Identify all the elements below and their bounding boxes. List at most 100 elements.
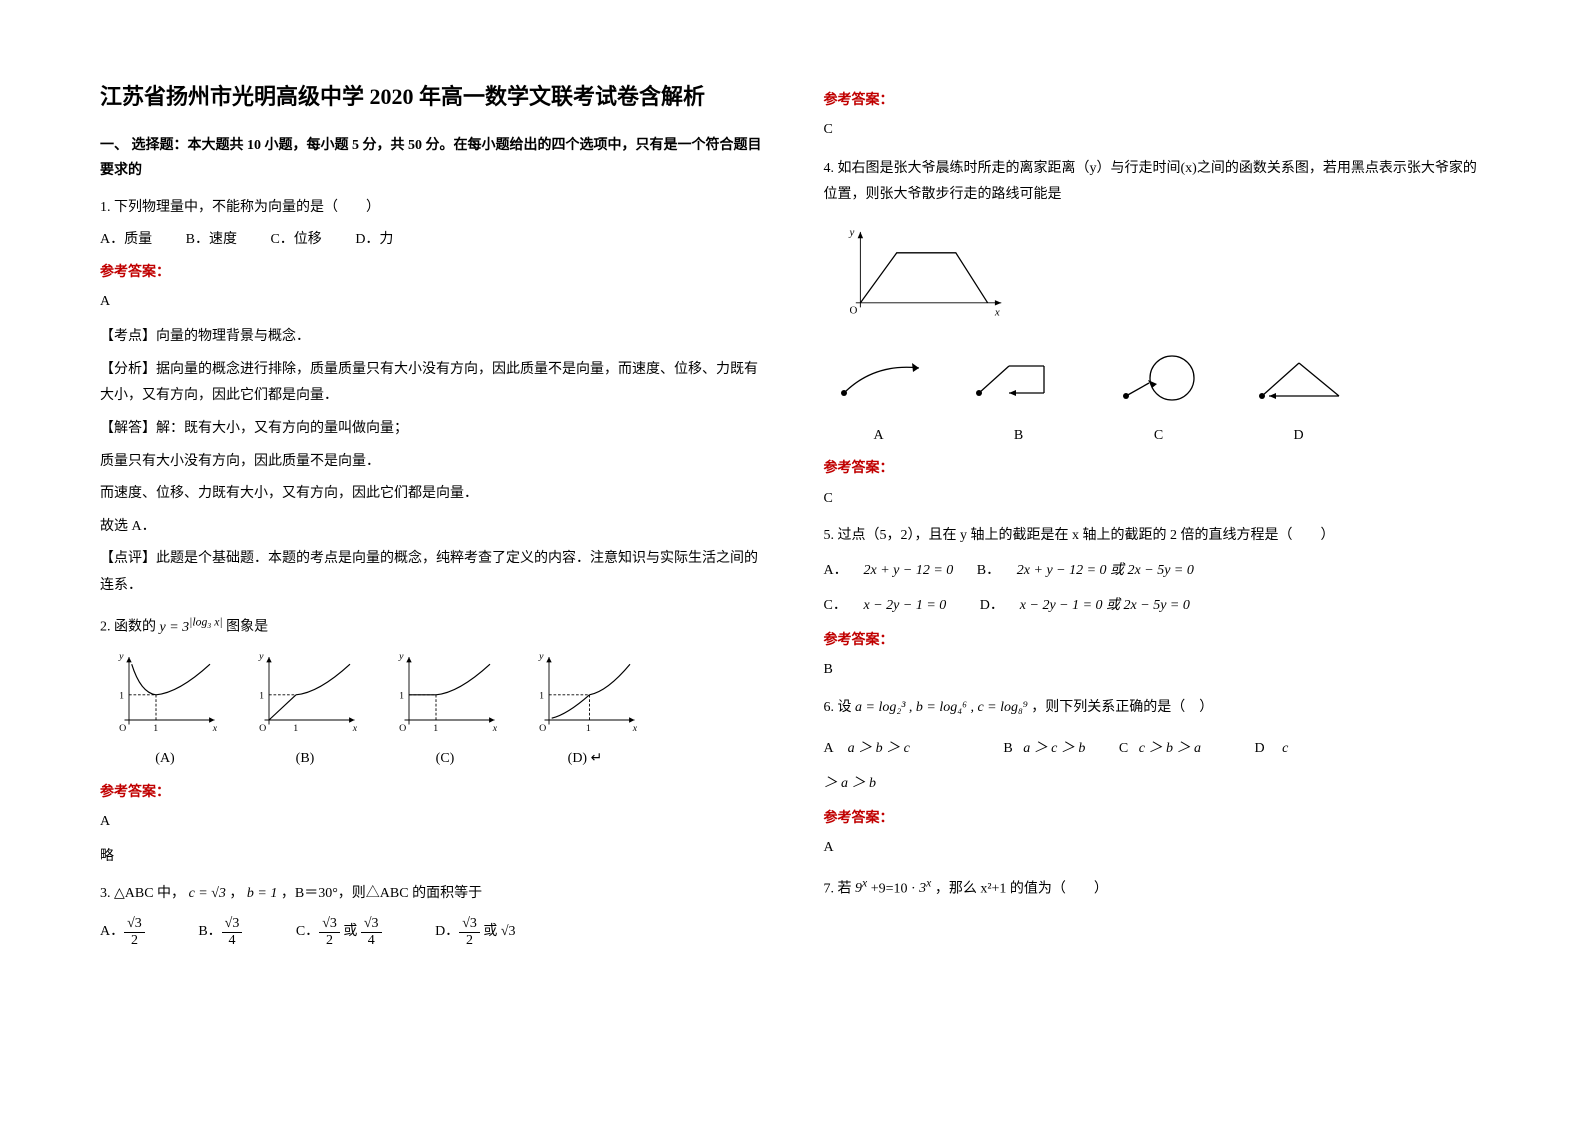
question-5: 5. 过点（5，2），且在 y 轴上的截距是在 x 轴上的截距的 2 倍的直线方… (824, 523, 1488, 683)
q4-text: 4. 如右图是张大爷晨练时所走的离家距离（y）与行走时间(x)之间的函数关系图，… (824, 156, 1488, 206)
q5-a-eq: 2x + y − 12 = 0 (864, 563, 954, 578)
q1-e4: 质量只有大小没有方向，因此质量不是向量． (100, 449, 764, 476)
q2-text-b: 图象是 (226, 620, 268, 635)
q1-e1: 【考点】向量的物理背景与概念． (100, 324, 764, 351)
svg-text:y: y (118, 651, 124, 662)
q2-graph-a: x y O 1 1 (100, 648, 230, 738)
q4-route-d: D (1244, 348, 1354, 448)
q1-e2: 【分析】据向量的概念进行排除，质量质量只有大小没有方向，因此质量不是向量，而速度… (100, 357, 764, 410)
svg-text:1: 1 (586, 723, 591, 734)
q2-graph-d: x y O 1 1 (520, 648, 650, 738)
q6-dcont: ＞ a ＞ b (824, 771, 1488, 796)
q5-b-lbl: B． (977, 558, 1017, 583)
q1-opt-c: C．位移 (270, 227, 321, 252)
svg-text:x: x (352, 723, 358, 734)
q5-c-lbl: C． (824, 593, 864, 618)
q3-b: b = 1 (247, 886, 277, 901)
q6-ans: A (824, 835, 1488, 860)
q2-lbl-a: (A) (100, 746, 230, 771)
q6-pre: 6. 设 (824, 700, 852, 715)
svg-text:O: O (399, 723, 406, 734)
svg-text:y: y (848, 226, 854, 238)
q5-d-lbl: D． (980, 593, 1020, 618)
q2-lbl-d: (D) ↵ (520, 746, 650, 771)
q6-a: A (824, 741, 834, 756)
svg-text:1: 1 (259, 691, 264, 702)
q7-text: 7. 若 9x +9=10 · 3x ，那么 x²+1 的值为（ ） (824, 873, 1488, 902)
q6-dcont-eq: ＞ a ＞ b (824, 776, 877, 791)
q1-opt-b: B．速度 (186, 227, 237, 252)
svg-text:1: 1 (539, 691, 544, 702)
q1-opt-a: A．质量 (100, 227, 152, 252)
section-1-heading: 一、 选择题：本大题共 10 小题，每小题 5 分，共 50 分。在每小题给出的… (100, 133, 764, 183)
q7-3x: 3x (919, 881, 935, 896)
q1-e3: 【解答】解：既有大小，又有方向的量叫做向量； (100, 416, 764, 443)
q6-abc: a = log₂³ , b = log₄⁶ , c = log₈⁹ (855, 700, 1031, 715)
q4-lbl-c: C (1104, 423, 1214, 448)
q5-ans-label: 参考答案： (824, 628, 1488, 653)
question-1: 1. 下列物理量中，不能称为向量的是（ ） A．质量 B．速度 C．位移 D．力… (100, 195, 764, 599)
q6-opts: A a ＞ b ＞ c B a ＞ c ＞ b C c ＞ b ＞ a D c (824, 736, 1488, 761)
svg-text:x: x (993, 306, 999, 318)
svg-text:x: x (632, 723, 638, 734)
svg-text:1: 1 (433, 723, 438, 734)
q7-post: ，那么 x²+1 的值为（ ） (935, 881, 1108, 896)
q3-opt-c: C．√32 或 √34 (296, 916, 382, 948)
q6-d: D (1254, 741, 1264, 756)
q4-route-c: C (1104, 348, 1214, 448)
q4-graph-main: O x y (824, 221, 1024, 321)
svg-text:O: O (119, 723, 126, 734)
svg-text:1: 1 (153, 723, 158, 734)
svg-text:O: O (539, 723, 546, 734)
q5-d-eq: x − 2y − 1 = 0 或 2x − 5y = 0 (1020, 598, 1190, 613)
svg-text:y: y (538, 651, 544, 662)
q4-ans: C (824, 486, 1488, 511)
question-4: 4. 如右图是张大爷晨练时所走的离家距离（y）与行走时间(x)之间的函数关系图，… (824, 156, 1488, 510)
q6-ans-label: 参考答案： (824, 806, 1488, 831)
svg-text:O: O (259, 723, 266, 734)
q2-graphs: x y O 1 1 x y O 1 1 (100, 648, 764, 738)
q1-e7: 【点评】此题是个基础题．本题的考点是向量的概念，纯粹考查了定义的内容．注意知识与… (100, 546, 764, 599)
q3-opt-a: A．√32 (100, 916, 145, 948)
q6-post: ，则下列关系正确的是（ ） (1031, 700, 1213, 715)
q1-e6: 故选 A． (100, 514, 764, 541)
question-7: 7. 若 9x +9=10 · 3x ，那么 x²+1 的值为（ ） (824, 873, 1488, 902)
svg-text:1: 1 (399, 691, 404, 702)
q6-deq: c (1282, 741, 1288, 756)
q2-lbl-b: (B) (240, 746, 370, 771)
q4-lbl-b: B (964, 423, 1074, 448)
q2-ans-label: 参考答案： (100, 780, 764, 805)
q1-text: 1. 下列物理量中，不能称为向量的是（ ） (100, 195, 764, 220)
q2-text: 2. 函数的 y = 3|log₃ x| 图象是 (100, 611, 764, 640)
left-column: 江苏省扬州市光明高级中学 2020 年高一数学文联考试卷含解析 一、 选择题：本… (100, 80, 764, 1042)
q2-graph-labels: (A) (B) (C) (D) ↵ (100, 746, 764, 771)
q2-note: 略 (100, 844, 764, 869)
q5-text: 5. 过点（5，2），且在 y 轴上的截距是在 x 轴上的截距的 2 倍的直线方… (824, 523, 1488, 548)
q7-pre: 7. 若 (824, 881, 852, 896)
q4-ans-label: 参考答案： (824, 456, 1488, 481)
q6-text: 6. 设 a = log₂³ , b = log₄⁶ , c = log₈⁹ ，… (824, 695, 1488, 720)
q3-text: 3. △ABC 中， c = √3 ， b = 1 ，B＝30°，则△ABC 的… (100, 881, 764, 906)
q2-graph-c: x y O 1 1 (380, 648, 510, 738)
q4-route-a: A (824, 348, 934, 448)
q3-mid: ， (229, 886, 243, 901)
q3-options: A．√32 B．√34 C．√32 或 √34 D．√32 或 √3 (100, 916, 764, 948)
svg-text:x: x (492, 723, 498, 734)
q3-opt-b: B．√34 (198, 916, 242, 948)
right-column: 参考答案： C 4. 如右图是张大爷晨练时所走的离家距离（y）与行走时间(x)之… (824, 80, 1488, 1042)
svg-text:1: 1 (119, 691, 124, 702)
q2-graph-b: x y O 1 1 (240, 648, 370, 738)
q3-opt-d: D．√32 或 √3 (435, 916, 516, 948)
q3-mid2: ，B＝30°，则△ABC 的面积等于 (281, 886, 482, 901)
question-3: 3. △ABC 中， c = √3 ， b = 1 ，B＝30°，则△ABC 的… (100, 881, 764, 948)
question-6: 6. 设 a = log₂³ , b = log₄⁶ , c = log₈⁹ ，… (824, 695, 1488, 861)
q1-ans-label: 参考答案： (100, 260, 764, 285)
svg-text:y: y (398, 651, 404, 662)
q3-ans-label: 参考答案： (824, 88, 1488, 113)
q6-ceq: c ＞ b ＞ a (1139, 741, 1201, 756)
q6-b: B (1003, 741, 1012, 756)
q4-route-b: B (964, 348, 1074, 448)
q1-opt-d: D．力 (355, 227, 393, 252)
svg-text:O: O (849, 304, 857, 316)
q4-routes: A B (824, 348, 1488, 448)
